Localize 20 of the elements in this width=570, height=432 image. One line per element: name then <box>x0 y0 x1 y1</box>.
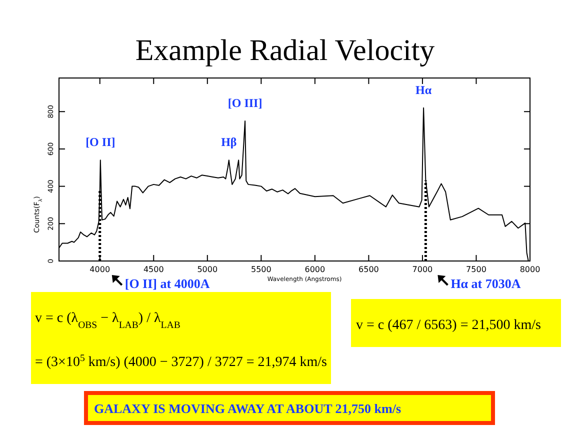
x-tick-label: 6500 <box>358 265 379 274</box>
annotation: [O III] <box>228 96 262 110</box>
text: GALAXY IS MOVING AWAY AT ABOUT 21,750 km/s <box>94 401 402 416</box>
text: v = c (λ$_{OBS}$ − λ$_{LAB}$) / λ$_{LAB}$ <box>35 311 181 330</box>
x-tick-label: 8000 <box>520 265 540 274</box>
annotation: [O II] at 4000A <box>124 276 210 291</box>
x-tick-label: 4500 <box>143 265 164 274</box>
x-tick-label: 5000 <box>197 265 218 274</box>
annotation: Hα <box>416 82 432 97</box>
x-tick-label: 7500 <box>466 265 486 274</box>
text: v = c (467 / 6563) = 21,500 km/s <box>356 318 541 333</box>
text: = (3×10$^{5}$ km/s) (4000 − 3727) / 3727 = 21,974 km/s <box>35 352 327 370</box>
x-tick-label: 4000 <box>90 265 110 274</box>
x-tick-label: 5500 <box>250 265 272 274</box>
chart-title: Example Radial Velocity <box>135 34 435 67</box>
x-tick-label: 6000 <box>304 265 326 274</box>
annotation: [O II] <box>86 135 116 150</box>
x-tick-label: 7000 <box>412 265 433 274</box>
annotation: Hβ <box>221 135 237 150</box>
annotation: Hα at 7030A <box>450 276 522 291</box>
